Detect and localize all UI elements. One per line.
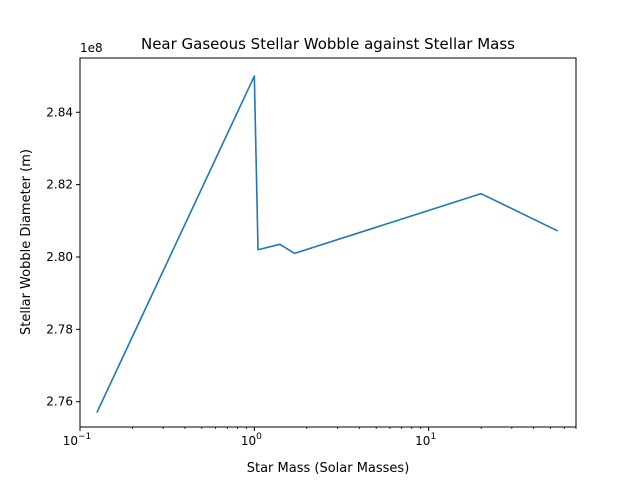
chart-title: Near Gaseous Stellar Wobble against Stel… [141, 35, 515, 53]
y-tick-label: 2.76 [46, 395, 73, 409]
y-tick-label: 2.80 [46, 250, 73, 264]
y-tick-label: 2.82 [46, 178, 73, 192]
y-axis-ticks: 2.76 2.78 2.80 2.82 2.84 [46, 105, 80, 409]
x-tick-label: 10−1 [63, 432, 92, 448]
series-line [96, 75, 559, 413]
series-group [96, 75, 559, 413]
x-tick-label: 101 [415, 432, 436, 448]
y-axis-label: Stellar Wobble Diameter (m) [19, 149, 34, 335]
y-tick-label: 2.84 [46, 105, 73, 119]
plot-frame [79, 57, 577, 428]
x-axis-label: Star Mass (Solar Masses) [247, 461, 410, 476]
y-offset-label: 1e8 [80, 41, 103, 55]
x-axis-ticks: 10−1 100 101 [63, 427, 577, 448]
x-tick-label: 100 [241, 432, 262, 448]
y-tick-label: 2.78 [46, 322, 73, 336]
